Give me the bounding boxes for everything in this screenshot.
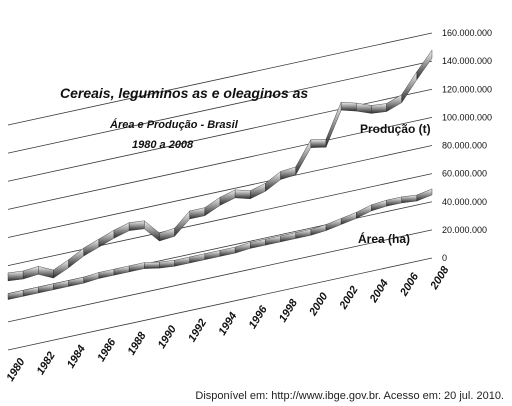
y-tick-label: 60.000.000 — [442, 169, 487, 179]
series-segment — [189, 207, 206, 220]
series-segment — [38, 266, 54, 279]
x-tick-label: 1984 — [65, 343, 88, 370]
series-segment — [113, 265, 130, 276]
x-tick-label: 2004 — [367, 278, 391, 306]
series-segment — [325, 102, 342, 148]
x-tick-label: 2006 — [398, 270, 422, 299]
series-segment — [144, 261, 160, 269]
series-label-producao: Produção (t) — [360, 122, 431, 136]
chart-subtitle-1: Área e Produção - Brasil — [109, 118, 239, 131]
grid-lines — [7, 32, 433, 351]
series-segment — [280, 166, 296, 180]
x-tick-label: 2002 — [337, 284, 361, 312]
x-tick-label: 1982 — [35, 350, 58, 377]
series-segment — [83, 272, 100, 284]
grid-line — [7, 32, 433, 126]
x-tick-label: 1990 — [156, 323, 180, 351]
series-segment — [189, 253, 206, 264]
series-segment — [265, 171, 281, 192]
series-segment — [325, 218, 342, 231]
series-segment — [386, 196, 402, 207]
x-tick-label: 1980 — [4, 356, 28, 384]
x-tick-label: 1994 — [216, 310, 239, 337]
x-tick-label: 1986 — [95, 336, 119, 364]
x-tick-label: 2008 — [428, 264, 452, 293]
y-tick-label: 160.000.000 — [442, 28, 492, 38]
y-tick-label: 120.000.000 — [442, 84, 492, 94]
series-segment — [340, 212, 357, 225]
y-tick-label: 0 — [442, 253, 447, 263]
series-segment — [159, 228, 175, 242]
series-segment — [22, 286, 39, 297]
series-segment — [7, 270, 24, 282]
source-note: Disponível em: http://www.ibge.gov.br. A… — [195, 390, 504, 402]
series-segment — [68, 276, 84, 287]
series-segment — [22, 266, 39, 280]
x-tick-label: 2000 — [307, 290, 331, 319]
y-tick-label: 40.000.000 — [442, 197, 487, 207]
y-tick-label: 80.000.000 — [442, 141, 487, 151]
series-segment — [174, 256, 190, 267]
series-segment — [371, 103, 387, 114]
series-producao — [7, 49, 433, 282]
series-segment — [159, 260, 175, 269]
series-segment — [401, 194, 418, 204]
series-label-area: Área (ha) — [358, 231, 410, 246]
series-segment — [128, 262, 145, 273]
x-tick-label: 1992 — [186, 317, 209, 344]
series-segment — [204, 196, 221, 217]
series-segment — [98, 268, 115, 279]
series-segment — [38, 283, 54, 294]
chart-title: Cereais, leguminos as e oleaginos as — [60, 85, 308, 101]
series-segment — [310, 138, 327, 148]
series-segment — [356, 102, 372, 114]
series-segment — [250, 182, 266, 200]
y-axis-ticks: 0 20.000.000 40.000.000 60.000.000 80.000.00… — [442, 28, 492, 263]
grid-line — [7, 173, 433, 267]
series-segment — [401, 70, 418, 104]
y-tick-label: 140.000.000 — [442, 56, 492, 66]
x-tick-label: 1988 — [126, 329, 150, 357]
x-tick-label: 1998 — [277, 297, 301, 325]
series-segment — [416, 49, 433, 81]
series-segment — [340, 101, 357, 112]
series-segment — [174, 210, 190, 237]
series-segment — [234, 189, 251, 199]
grid-line — [7, 116, 433, 210]
series-segment — [416, 188, 433, 202]
series-layer — [7, 49, 433, 300]
series-segment — [113, 222, 130, 239]
series-segment — [53, 259, 69, 279]
series-segment — [144, 220, 160, 242]
series-segment — [204, 250, 221, 260]
series-area — [7, 188, 433, 300]
series-segment — [219, 189, 236, 206]
series-segment — [53, 280, 69, 290]
series-segment — [219, 246, 236, 257]
series-segment — [83, 238, 100, 257]
series-segment — [371, 199, 387, 212]
series-segment — [128, 220, 145, 231]
grid-line — [7, 229, 433, 323]
chart-subtitle-2: 1980 a 2008 — [132, 139, 194, 151]
grid-line — [7, 257, 433, 351]
x-tick-label: 1996 — [247, 303, 271, 331]
grid-line — [7, 145, 433, 238]
grid-line — [7, 60, 433, 154]
series-segment — [7, 290, 24, 300]
y-tick-label: 100.000.000 — [442, 112, 492, 122]
y-tick-label: 20.000.000 — [442, 225, 487, 235]
